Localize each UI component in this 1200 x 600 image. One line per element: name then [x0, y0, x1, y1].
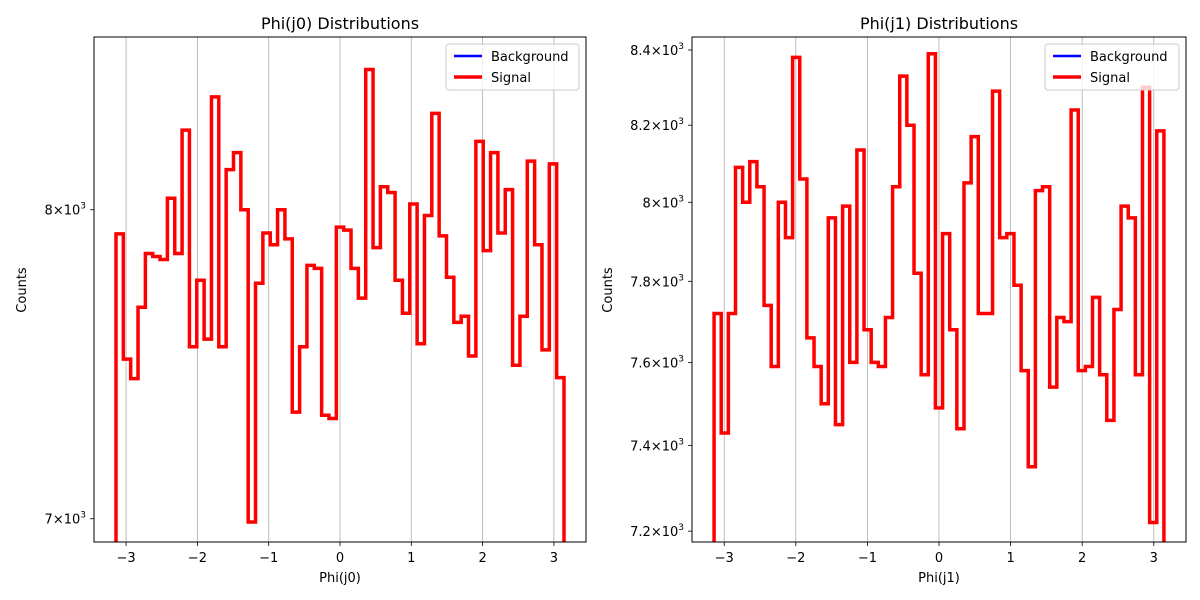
y-tick-label: 7.8×103 — [630, 273, 684, 290]
x-tick-label: −3 — [117, 551, 136, 566]
series-signal — [712, 51, 1166, 542]
legend: Background Signal — [1044, 43, 1180, 91]
legend: Background Signal — [445, 43, 580, 91]
x-tick-label: −3 — [715, 551, 734, 566]
y-axis: 7.2×103 7.4×103 7.6×103 7.8×103 8×103 8.2×103… — [630, 42, 692, 540]
x-axis-label: Phi(j0) — [319, 571, 361, 586]
x-tick-label: 3 — [550, 551, 558, 566]
grid-lines — [125, 37, 555, 542]
x-tick-label: 1 — [407, 551, 415, 566]
x-tick-label: −2 — [786, 551, 805, 566]
legend-label-background: Background — [1090, 50, 1168, 65]
legend-label-background: Background — [491, 50, 569, 65]
x-tick-label: −1 — [259, 551, 278, 566]
x-axis: −3 −2 −1 0 1 2 3 — [117, 542, 558, 566]
x-tick-label: 2 — [478, 551, 486, 566]
y-tick-label: 7.2×103 — [630, 523, 684, 540]
chart-phi-j0: −3 −2 −1 0 1 2 3 7×103 8×103 Phi(j0) Distributi… — [15, 14, 587, 586]
x-axis-label: Phi(j1) — [918, 571, 960, 586]
y-tick-label: 7.6×103 — [630, 354, 684, 371]
x-tick-label: 0 — [336, 551, 344, 566]
series-signal — [114, 67, 566, 542]
y-tick-label: 7.4×103 — [630, 438, 684, 455]
grid-lines — [723, 37, 1155, 542]
y-tick-label: 8.2×103 — [630, 117, 684, 134]
chart-phi-j1: −3 −2 −1 0 1 2 3 7.2×103 7.4×103 7.6×103 7.8×103 8… — [601, 14, 1187, 586]
x-tick-label: 3 — [1150, 551, 1158, 566]
legend-label-signal: Signal — [1090, 71, 1130, 86]
y-axis-label: Counts — [601, 267, 616, 313]
y-tick-label: 8×103 — [643, 194, 684, 211]
chart-title: Phi(j0) Distributions — [261, 14, 419, 33]
legend-label-signal: Signal — [491, 71, 531, 86]
x-tick-label: −1 — [858, 551, 877, 566]
x-tick-label: 0 — [935, 551, 943, 566]
x-tick-label: 2 — [1078, 551, 1086, 566]
x-tick-label: −2 — [188, 551, 207, 566]
y-tick-label: 7×103 — [45, 511, 86, 528]
x-tick-label: 1 — [1006, 551, 1014, 566]
y-axis: 7×103 8×103 — [45, 202, 94, 528]
histogram-step-line — [114, 67, 566, 542]
histogram-step-line — [712, 51, 1166, 542]
y-tick-label: 8.4×103 — [630, 42, 684, 59]
x-axis: −3 −2 −1 0 1 2 3 — [715, 542, 1158, 566]
y-axis-label: Counts — [15, 267, 30, 313]
chart-title: Phi(j1) Distributions — [860, 14, 1018, 33]
y-tick-label: 8×103 — [45, 202, 86, 219]
